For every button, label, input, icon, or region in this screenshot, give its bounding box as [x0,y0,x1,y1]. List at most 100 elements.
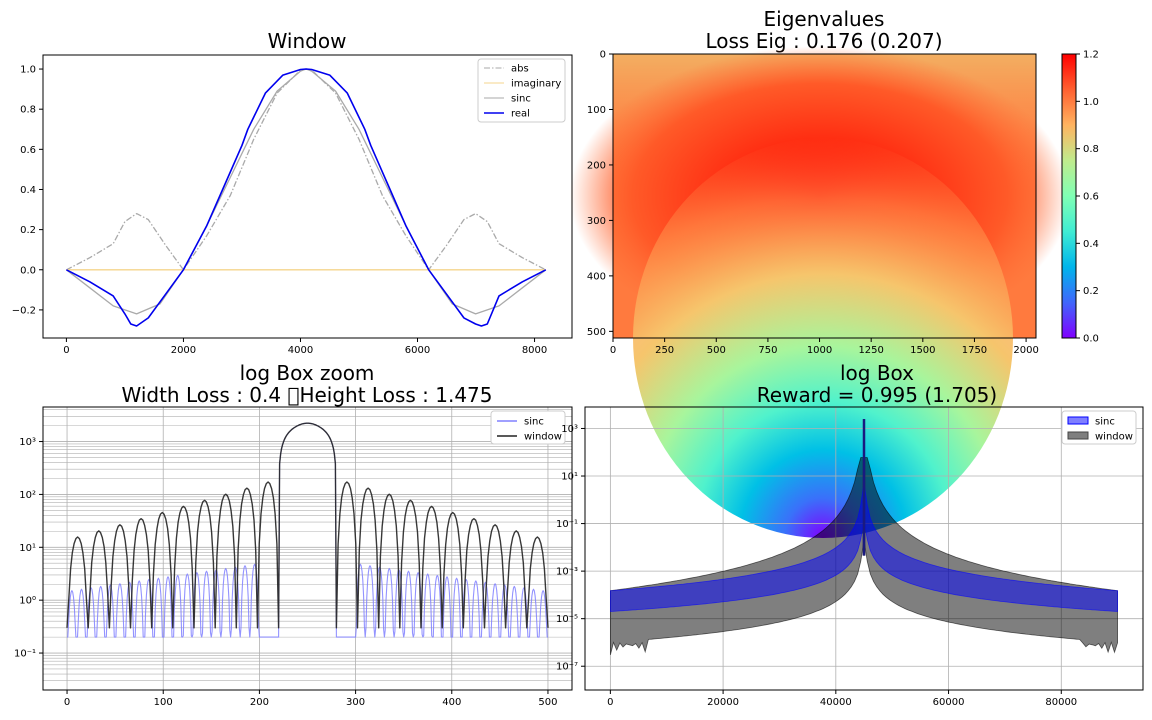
logbox-areas [610,419,1118,655]
window-y-ticks: −0.2 0.0 0.2 0.4 0.6 0.8 1.0 [12,65,43,316]
colorbar-tick-label: 0.0 [1083,334,1099,345]
eigen-xtick-label: 1500 [910,345,935,356]
zoom-lines [66,422,549,638]
logbox-series-window-area [610,457,1118,655]
window-xtick-label: 2000 [171,345,196,356]
logbox-legend: sinc window [1061,410,1137,445]
window-xtick-label: 4000 [288,345,313,356]
logbox-series-sinc-area [610,482,1118,612]
colorbar-tick-label: 1.0 [1083,97,1099,108]
eigen-ytick-label: 200 [587,160,606,171]
log-box-panel: log Box Reward = 0.995 (1.705) 0 20000 4000… [556,361,1144,708]
window-lines [66,68,547,327]
zoom-xtick-label: 400 [442,697,461,708]
window-xtick-label: 8000 [522,345,547,356]
colorbar-tick-label: 1.2 [1083,50,1099,61]
logbox-axes-frame [584,406,1144,691]
logbox-ytick-label: 10⁻³ [556,567,578,578]
zoom-xtick-label: 500 [538,697,557,708]
colorbar-tick-label: 0.8 [1083,144,1099,155]
logbox-ytick-label: 10⁻⁵ [556,614,578,625]
eigen-xtick-label: 500 [707,345,726,356]
window-ytick-label: 0.6 [20,145,36,156]
colorbar-ticks: 0.0 0.2 0.4 0.6 0.8 1.0 1.2 [1076,50,1099,345]
window-ytick-label: 0.8 [20,105,36,116]
series-abs-line [66,68,547,271]
zoom-legend-window-label: window [524,432,562,443]
logbox-xtick-label: 80000 [1045,697,1077,708]
logbox-xtick-label: 0 [607,697,613,708]
eigenvalues-heatmap [570,46,1070,538]
zoom-xtick-label: 100 [154,697,173,708]
window-legend: abs imaginary sinc real [477,58,566,123]
logbox-y-ticks: 10⁻⁷ 10⁻⁵ 10⁻³ 10⁻¹ 10¹ 10³ [556,424,585,673]
zoom-xtick-label: 300 [346,697,365,708]
window-ytick-label: 0.4 [20,185,36,196]
window-ytick-label: 0.0 [20,265,36,276]
window-title: Window [268,29,347,53]
logbox-ytick-label: 10⁻¹ [556,519,578,530]
logbox-legend-window-label: window [1095,432,1133,443]
zoom-ytick-label: 10¹ [19,543,36,554]
zoom-xtick-label: 200 [250,697,269,708]
zoom-series-window-line [66,422,549,629]
logbox-legend-window-swatch [1067,431,1089,440]
eigen-xtick-label: 0 [610,345,616,356]
eigen-xtick-label: 250 [655,345,674,356]
eigenvalues-y-ticks: 0 100 200 300 400 500 [587,50,613,338]
eigen-xtick-label: 750 [758,345,777,356]
logbox-ytick-label: 10¹ [561,472,578,483]
window-xtick-label: 0 [63,345,69,356]
logbox-xtick-label: 60000 [933,697,965,708]
logbox-xtick-label: 20000 [707,697,739,708]
log-box-zoom-panel: log Box zoom Width Loss : 0.4  Height Los… [14,361,573,708]
zoom-x-ticks: 0 100 200 300 400 500 [64,690,558,708]
logbox-xtick-label: 40000 [820,697,852,708]
eigen-ytick-label: 0 [600,50,606,61]
logbox-ytick-label: 10³ [561,424,578,435]
legend-abs-label: abs [511,64,529,75]
colorbar-tick-label: 0.2 [1083,286,1099,297]
zoom-y-ticks: 10⁻¹ 10⁰ 10¹ 10² 10³ [14,437,43,660]
zoom-ytick-label: 10³ [19,437,36,448]
colorbar-tick-label: 0.4 [1083,239,1099,250]
eigen-ytick-label: 300 [587,216,606,227]
eigen-xtick-label: 1000 [807,345,832,356]
logbox-legend-sinc-swatch [1067,416,1089,425]
zoom-grid [43,407,572,690]
window-legend-box [477,58,566,123]
zoom-ytick-label: 10² [19,490,36,501]
logbox-x-ticks: 0 20000 40000 60000 80000 [607,690,1077,708]
eigen-xtick-label: 2000 [1013,345,1038,356]
colorbar [1061,53,1077,339]
zoom-legend-sinc-label: sinc [524,417,544,428]
zoom-legend: sinc window [490,410,566,445]
eigen-xtick-label: 1750 [962,345,987,356]
eigenvalues-x-ticks: 0 250 500 750 1000 1250 1500 1750 2000 [610,338,1039,356]
log-box-zoom-title: log Box zoom Width Loss : 0.4  Height Los… [122,361,493,407]
zoom-ytick-label: 10⁻¹ [14,649,36,660]
logbox-ytick-label: 10⁻⁷ [556,662,578,673]
zoom-axes-frame [42,406,573,691]
window-ytick-label: 1.0 [20,65,36,76]
eigenvalues-panel: Eigenvalues Loss Eig : 0.176 (0.207) 0 250… [570,7,1099,538]
eigen-ytick-label: 500 [587,327,606,338]
eigenvalues-title: Eigenvalues Loss Eig : 0.176 (0.207) [705,7,942,53]
series-sinc-line [66,68,547,315]
log-box-title: log Box Reward = 0.995 (1.705) [757,361,997,407]
window-xtick-label: 6000 [405,345,430,356]
eigen-xtick-label: 1250 [858,345,883,356]
window-ytick-label: −0.2 [12,305,36,316]
series-real-line [66,68,547,327]
legend-imaginary-label: imaginary [511,79,561,90]
window-panel: Window 0 2000 4000 6000 8000 −0.2 0.0 0.2 0.4 0.… [12,29,573,356]
logbox-legend-sinc-label: sinc [1095,417,1115,428]
zoom-xtick-label: 0 [64,697,70,708]
eigen-ytick-label: 400 [587,271,606,282]
zoom-ytick-label: 10⁰ [19,596,36,607]
legend-real-label: real [511,109,530,120]
colorbar-tick-label: 0.6 [1083,192,1099,203]
eigen-ytick-label: 100 [587,105,606,116]
window-x-ticks: 0 2000 4000 6000 8000 [63,338,547,356]
